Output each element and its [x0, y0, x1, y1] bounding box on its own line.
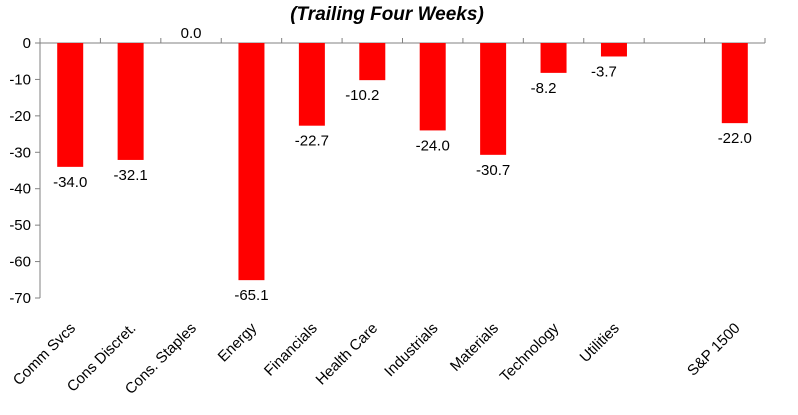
x-category-label: Utilities [577, 320, 623, 366]
y-tick-label: -20 [9, 108, 31, 125]
bar [298, 43, 325, 126]
bar [540, 43, 567, 73]
x-category-label: Technology [497, 319, 563, 385]
y-tick-label: -40 [9, 181, 31, 198]
data-label: -30.7 [476, 162, 510, 179]
x-category-label: Industrials [381, 320, 441, 380]
x-category-label: Materials [447, 320, 502, 375]
x-category-label: S&P 1500 [684, 320, 744, 380]
bar [721, 43, 748, 124]
y-tick-label: -50 [9, 217, 31, 234]
data-label: -22.7 [295, 133, 329, 150]
bar [359, 43, 386, 81]
y-tick-label: -30 [9, 144, 31, 161]
data-label: -65.1 [234, 287, 268, 304]
x-category-label: Financials [261, 320, 321, 380]
bar [57, 43, 84, 167]
data-label: -8.2 [531, 80, 557, 97]
bar [419, 43, 446, 131]
x-category-label: Energy [215, 319, 261, 365]
bar [600, 43, 627, 57]
bar [480, 43, 507, 155]
chart-title: (Trailing Four Weeks) [290, 4, 484, 25]
y-tick-label: -10 [9, 71, 31, 88]
x-category-label: Health Care [312, 320, 381, 389]
y-tick-label: -70 [9, 290, 31, 307]
data-label: -34.0 [53, 174, 87, 191]
bar [117, 43, 144, 160]
data-label: -22.0 [718, 130, 752, 147]
data-label: -32.1 [114, 167, 148, 184]
data-label: 0.0 [181, 25, 202, 42]
y-tick-label: 0 [23, 35, 31, 52]
bar [238, 43, 265, 281]
data-label: -24.0 [416, 137, 450, 154]
data-label: -3.7 [591, 63, 617, 80]
y-tick-label: -60 [9, 254, 31, 271]
data-label: -10.2 [345, 87, 379, 104]
